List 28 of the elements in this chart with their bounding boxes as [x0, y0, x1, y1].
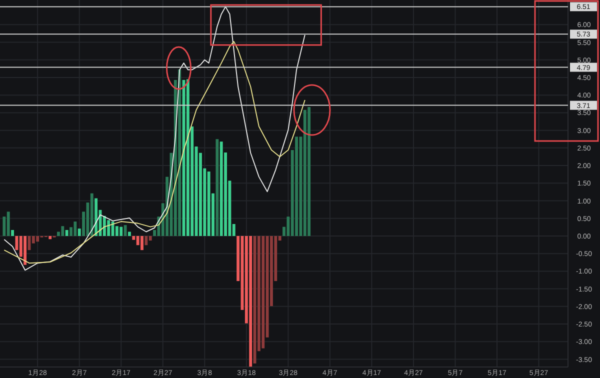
bar	[295, 136, 298, 236]
bar	[144, 236, 148, 246]
bar	[107, 220, 110, 236]
bar	[178, 69, 182, 236]
bar	[61, 226, 64, 236]
bar	[148, 236, 152, 241]
bar	[262, 236, 265, 348]
bar	[11, 230, 14, 236]
bar	[36, 236, 40, 242]
bar	[207, 172, 210, 236]
bar	[140, 236, 144, 250]
bar	[48, 236, 52, 240]
bar	[220, 142, 223, 236]
bar	[120, 226, 123, 236]
bar	[65, 230, 68, 236]
bar	[6, 212, 10, 236]
bar	[308, 107, 311, 236]
bar	[24, 236, 27, 265]
bar	[78, 228, 81, 236]
bar	[94, 198, 98, 236]
bar	[90, 193, 94, 236]
bar	[124, 225, 127, 236]
bar	[303, 110, 306, 236]
bar	[74, 222, 77, 236]
bar	[216, 139, 219, 236]
bar	[249, 236, 252, 367]
bar	[128, 232, 131, 236]
bar	[186, 79, 190, 236]
